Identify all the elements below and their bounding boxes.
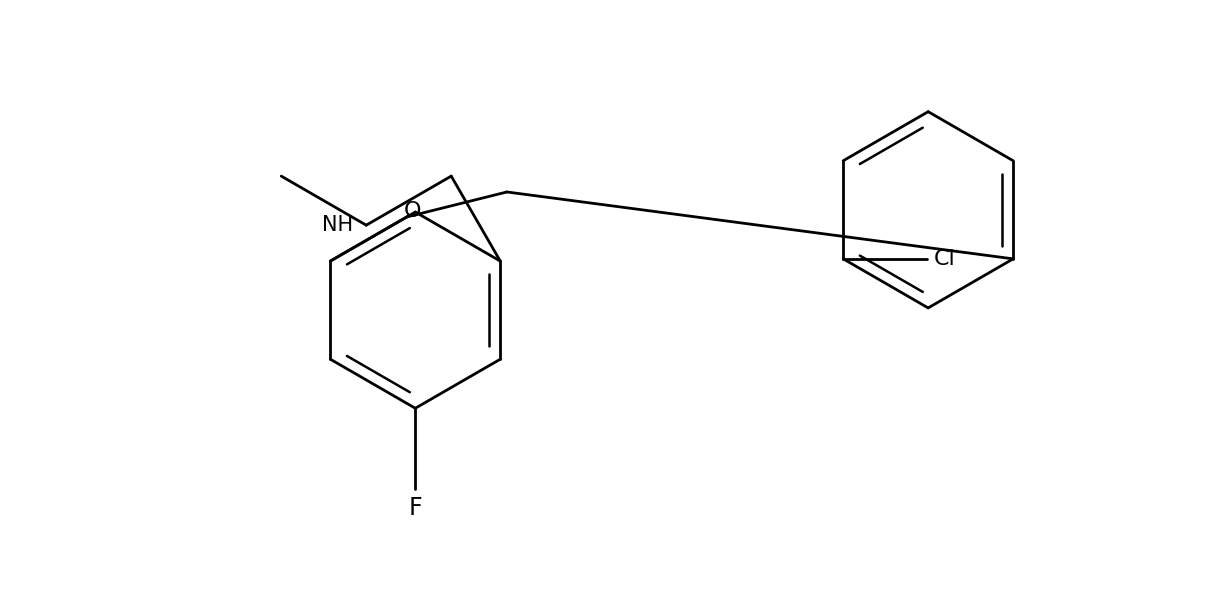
Text: O: O xyxy=(404,202,421,221)
Text: NH: NH xyxy=(322,215,352,235)
Text: Cl: Cl xyxy=(934,249,955,269)
Text: F: F xyxy=(409,496,423,520)
